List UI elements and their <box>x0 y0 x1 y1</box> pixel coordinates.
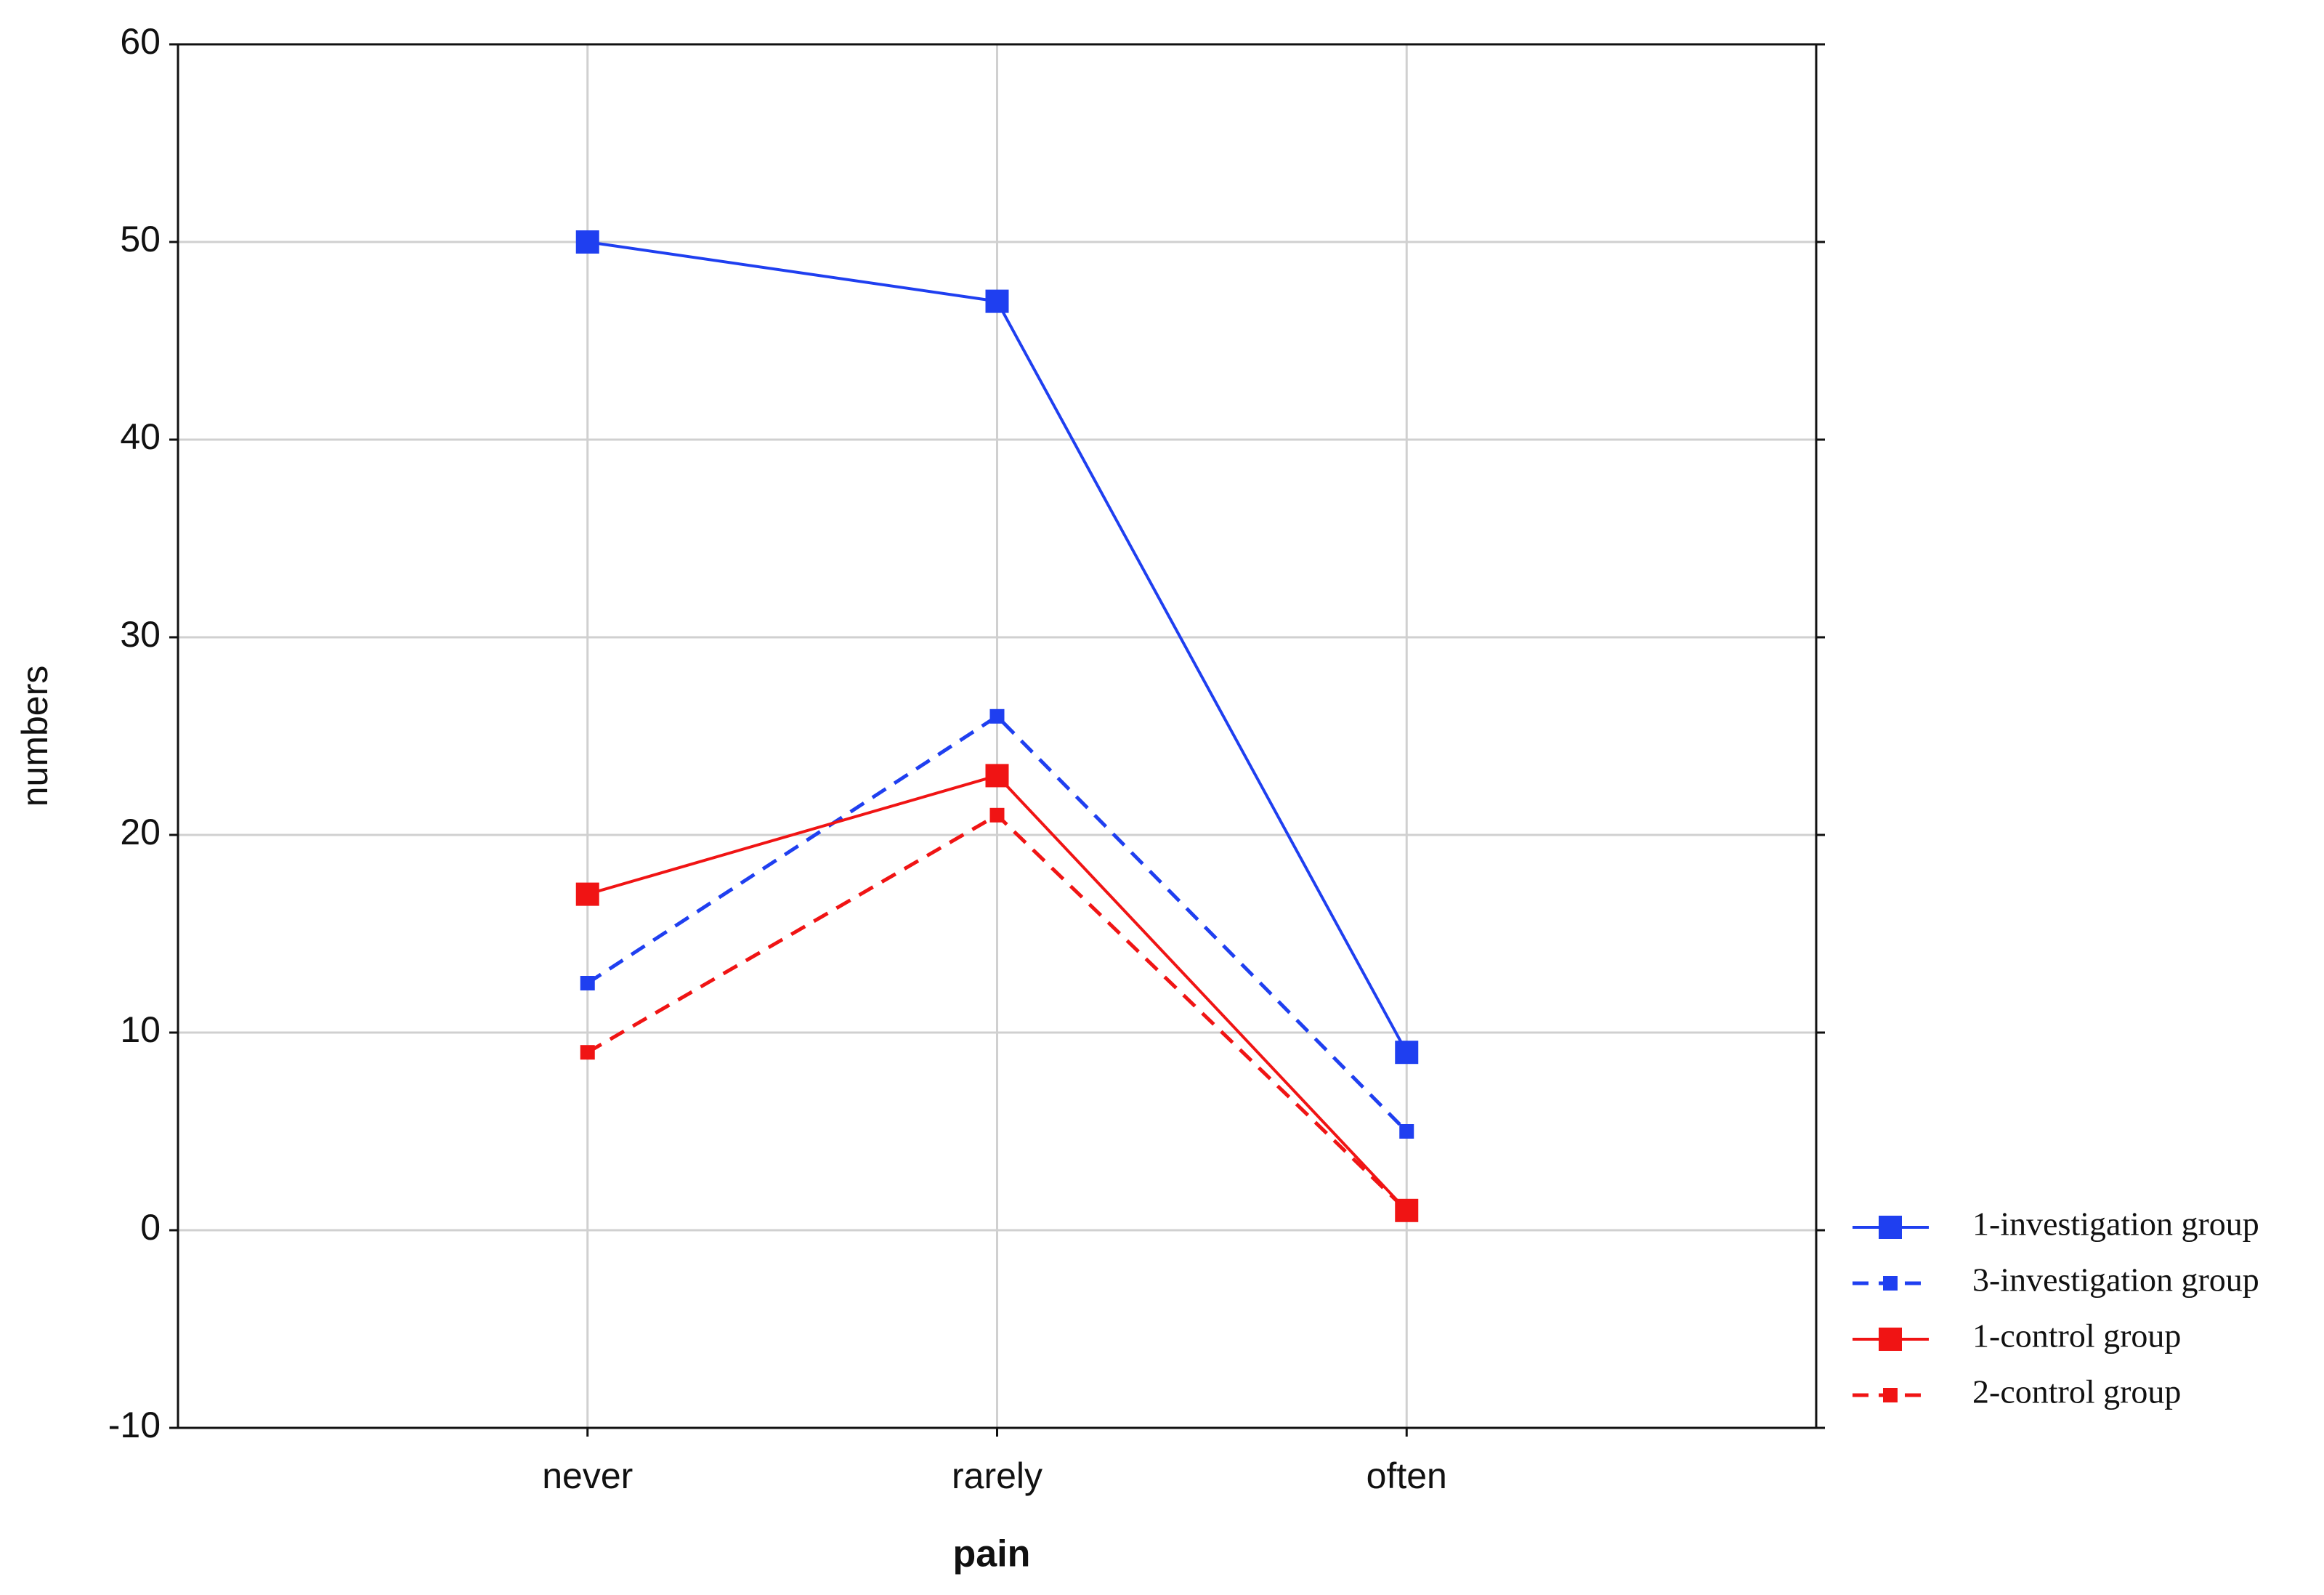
legend-label: 3-investigation group <box>1972 1261 2259 1299</box>
series-line <box>586 714 1409 1133</box>
y-tick-label: 10 <box>120 1009 161 1050</box>
marker <box>985 764 1009 788</box>
y-tick-label: 20 <box>120 812 161 852</box>
marker <box>575 230 599 254</box>
marker <box>985 289 1009 313</box>
legend-marker <box>1879 1328 1902 1351</box>
marker <box>575 882 599 906</box>
marker <box>989 807 1005 823</box>
x-axis-title: pain <box>953 1533 1031 1575</box>
legend-label: 1-investigation group <box>1972 1206 2259 1243</box>
legend-label: 2-control group <box>1972 1373 2181 1410</box>
y-axis-title: numbers <box>15 666 55 807</box>
y-tick-label: 30 <box>120 614 161 655</box>
marker <box>580 1045 595 1060</box>
y-tick-label: 40 <box>120 416 161 457</box>
legend-label: 1-control group <box>1972 1317 2181 1354</box>
marker <box>1399 1203 1414 1218</box>
legend-marker <box>1883 1276 1898 1291</box>
y-tick-label: -10 <box>108 1405 161 1445</box>
marker <box>989 708 1005 724</box>
marker <box>1399 1124 1414 1139</box>
x-tick-label: rarely <box>952 1455 1042 1496</box>
marker <box>580 976 595 990</box>
y-tick-label: 0 <box>140 1207 161 1248</box>
y-tick-label: 60 <box>120 21 161 62</box>
legend-marker <box>1879 1216 1902 1239</box>
x-tick-label: often <box>1367 1455 1447 1496</box>
marker <box>1395 1041 1419 1065</box>
legend-marker <box>1883 1388 1898 1402</box>
y-tick-label: 50 <box>120 219 161 259</box>
plot-frame <box>177 43 1818 1429</box>
x-tick-label: never <box>542 1455 633 1496</box>
